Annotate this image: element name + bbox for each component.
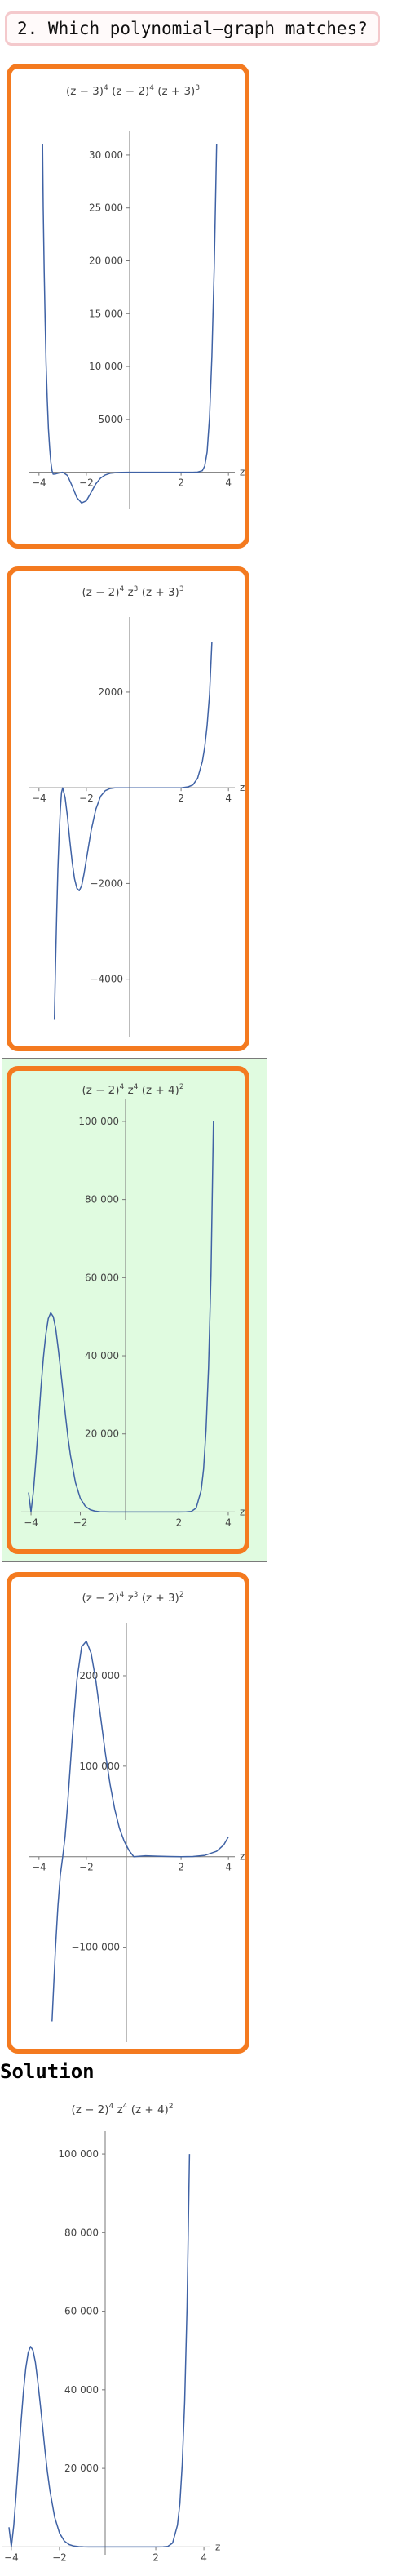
option-1-chart-x-tick-label: 2 (178, 477, 184, 489)
option-3-chart-y-tick-label: 100 000 (78, 1116, 119, 1127)
option-1-chart-y-tick-label: 5000 (98, 414, 123, 425)
option-2-chart-title: (z − 2)4 z3 (z + 3)3 (82, 585, 183, 599)
option-4-chart-x-tick-label: −2 (79, 1862, 94, 1873)
option-1-chart-y-tick-label: 10 000 (89, 361, 123, 372)
option-1-chart-y-tick-label: 25 000 (89, 202, 123, 214)
option-1-chart-x-axis-label: z (240, 467, 245, 478)
option-3-chart-title: (z − 2)4 z4 (z + 4)2 (82, 1083, 183, 1097)
option-3-chart-x-tick-label: 2 (176, 1517, 183, 1528)
option-1-chart-y-tick-label: 30 000 (89, 149, 123, 161)
option-4-chart-svg: (z − 2)4 z3 (z + 3)2 z −4 −2 2 4 −100 000 100 0… (29, 1591, 245, 2042)
solution-chart-y-tick-label: 40 000 (64, 2384, 99, 2396)
option-2-chart-svg: (z − 2)4 z3 (z + 3)3 z −4 −2 2 4 −4000 −2000 200… (29, 585, 245, 1037)
option-2-chart-y-tick-label: −4000 (90, 974, 123, 985)
solution-chart-x-tick-label: −4 (4, 2552, 19, 2563)
question-prompt: 2. Which polynomial‒graph matches? (5, 11, 380, 46)
answer-option-4[interactable]: (z − 2)4 z3 (z + 3)2 z −4 −2 2 4 −100 000 100 0… (7, 1572, 249, 2054)
solution-chart-x-tick-label: 4 (201, 2552, 207, 2563)
option-4-chart-x-tick-label: 2 (178, 1862, 184, 1873)
solution-chart-x-tick-label: −2 (52, 2552, 67, 2563)
answer-option-2[interactable]: (z − 2)4 z3 (z + 3)3 z −4 −2 2 4 −4000 −2000 200… (7, 566, 249, 1051)
option-4-chart-x-tick-label: 4 (225, 1862, 232, 1873)
option-3-chart-svg: (z − 2)4 z4 (z + 4)2 z −4 −2 2 4 20 000 40 000 6… (21, 1083, 245, 1528)
option-2-chart-y-tick-label: 2000 (98, 686, 123, 698)
solution-chart-y-tick-label: 100 000 (58, 2148, 99, 2160)
option-4-chart-series-line (51, 1641, 229, 2022)
solution-chart-x-axis-label: z (215, 2541, 220, 2552)
option-3-chart-series-line (28, 1121, 214, 1513)
option-3-chart-y-tick-label: 40 000 (85, 1350, 119, 1361)
solution-chart-y-tick-label: 80 000 (64, 2227, 99, 2238)
option-1-chart-x-tick-label: −2 (79, 477, 94, 489)
solution-chart-svg: (z − 2)4 z4 (z + 4)2 z −4 −2 2 4 20 000 40 000 6… (2, 2103, 220, 2563)
solution-chart-series-line (8, 2154, 191, 2548)
option-1-chart-title: (z − 3)4 (z − 2)4 (z + 3)3 (66, 84, 200, 98)
option-4-chart-y-tick-label: 200 000 (79, 1670, 120, 1681)
option-2-chart-x-tick-label: −2 (79, 793, 94, 804)
option-3-chart-y-tick-label: 80 000 (85, 1194, 119, 1206)
option-3-chart-x-tick-label: 4 (225, 1517, 232, 1528)
option-2-chart-x-axis-label: z (240, 782, 245, 793)
option-2-chart-x-tick-label: 2 (178, 793, 184, 804)
answer-option-3[interactable]: (z − 2)4 z4 (z + 4)2 z −4 −2 2 4 20 000 40 000 6… (7, 1066, 249, 1554)
solution-chart-container: (z − 2)4 z4 (z + 4)2 z −4 −2 2 4 20 000 40 000 6… (0, 2094, 245, 2576)
question-text: 2. Which polynomial‒graph matches? (17, 19, 368, 38)
solution-chart-title: (z − 2)4 z4 (z + 4)2 (71, 2103, 173, 2116)
option-4-chart-title: (z − 2)4 z3 (z + 3)2 (82, 1591, 183, 1605)
option-2-chart-x-tick-label: 4 (225, 793, 232, 804)
option-3-chart-y-tick-label: 20 000 (85, 1428, 119, 1440)
option-4-chart-y-tick-label: −100 000 (71, 1942, 120, 1953)
option-3-chart-x-axis-label: z (240, 1506, 245, 1517)
option-1-chart-series-line (42, 144, 218, 504)
option-3-chart-x-tick-label: −4 (24, 1517, 38, 1528)
solution-chart-x-tick-label: 2 (152, 2552, 159, 2563)
option-1-chart-y-tick-label: 15 000 (89, 308, 123, 319)
option-2-chart-series-line (53, 642, 213, 1020)
solution-chart-y-tick-label: 60 000 (64, 2306, 99, 2317)
solution-heading: Solution (0, 2060, 95, 2083)
option-2-chart-x-tick-label: −4 (32, 793, 46, 804)
solution-chart-y-tick-label: 20 000 (64, 2463, 99, 2474)
answer-option-1[interactable]: (z − 3)4 (z − 2)4 (z + 3)3 z −4 −2 2 4 5000 10 … (7, 64, 249, 549)
option-2-chart-y-tick-label: −2000 (90, 877, 123, 889)
option-1-chart-svg: (z − 3)4 (z − 2)4 (z + 3)3 z −4 −2 2 4 5000 10 … (29, 84, 245, 509)
option-4-chart-x-tick-label: −4 (32, 1862, 46, 1873)
option-1-chart-x-tick-label: 4 (225, 477, 232, 489)
option-1-chart-y-tick-label: 20 000 (89, 255, 123, 266)
option-3-chart-y-tick-label: 60 000 (85, 1272, 119, 1283)
option-1-chart-x-tick-label: −4 (32, 477, 46, 489)
option-4-chart-x-axis-label: z (240, 1851, 245, 1863)
option-3-chart-x-tick-label: −2 (73, 1517, 88, 1528)
option-4-chart-y-tick-label: 100 000 (79, 1761, 120, 1772)
